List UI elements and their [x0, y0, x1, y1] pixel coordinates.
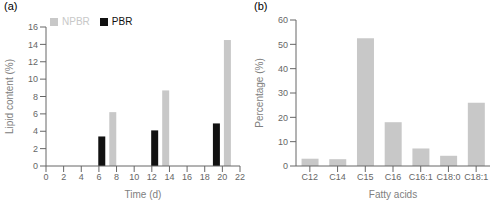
svg-text:10: 10	[129, 172, 139, 182]
svg-text:Percentage (%): Percentage (%)	[254, 58, 265, 127]
svg-text:0: 0	[43, 172, 48, 182]
svg-text:Time (d): Time (d)	[125, 189, 162, 200]
svg-text:C18:0: C18:0	[436, 172, 460, 182]
html-text:(b): (b)	[254, 0, 268, 12]
svg-text:20: 20	[217, 172, 227, 182]
svg-text:C12: C12	[302, 172, 319, 182]
svg-text:Fatty acids: Fatty acids	[369, 189, 417, 200]
svg-text:C16:1: C16:1	[409, 172, 433, 182]
svg-text:40: 40	[278, 64, 288, 74]
svg-text:22: 22	[235, 172, 245, 182]
svg-text:50: 50	[278, 40, 288, 50]
html-text:PBR: PBR	[111, 16, 133, 27]
svg-text:14: 14	[28, 40, 38, 50]
svg-text:4: 4	[79, 172, 84, 182]
svg-text:8: 8	[33, 92, 38, 102]
svg-text:30: 30	[278, 88, 288, 98]
svg-text:18: 18	[200, 172, 210, 182]
svg-text:C18:1: C18:1	[464, 172, 488, 182]
svg-text:20: 20	[278, 113, 288, 123]
svg-text:6: 6	[33, 109, 38, 119]
svg-text:4: 4	[33, 126, 38, 136]
svg-text:0: 0	[283, 161, 288, 171]
svg-text:C15: C15	[357, 172, 374, 182]
svg-text:2: 2	[61, 172, 66, 182]
svg-text:0: 0	[33, 161, 38, 171]
svg-text:10: 10	[28, 74, 38, 84]
html-text:(a): (a)	[4, 0, 18, 12]
svg-text:12: 12	[147, 172, 157, 182]
svg-text:60: 60	[278, 15, 288, 25]
svg-text:Lipid content (%): Lipid content (%)	[8, 59, 15, 134]
svg-text:10: 10	[278, 137, 288, 147]
svg-text:C16: C16	[385, 172, 402, 182]
svg-text:16: 16	[28, 22, 38, 32]
svg-text:14: 14	[164, 172, 174, 182]
svg-text:2: 2	[33, 144, 38, 154]
svg-text:12: 12	[28, 57, 38, 67]
svg-text:C14: C14	[329, 172, 346, 182]
svg-text:6: 6	[96, 172, 101, 182]
html-text:NPBR: NPBR	[62, 16, 90, 27]
svg-text:16: 16	[182, 172, 192, 182]
svg-text:8: 8	[114, 172, 119, 182]
